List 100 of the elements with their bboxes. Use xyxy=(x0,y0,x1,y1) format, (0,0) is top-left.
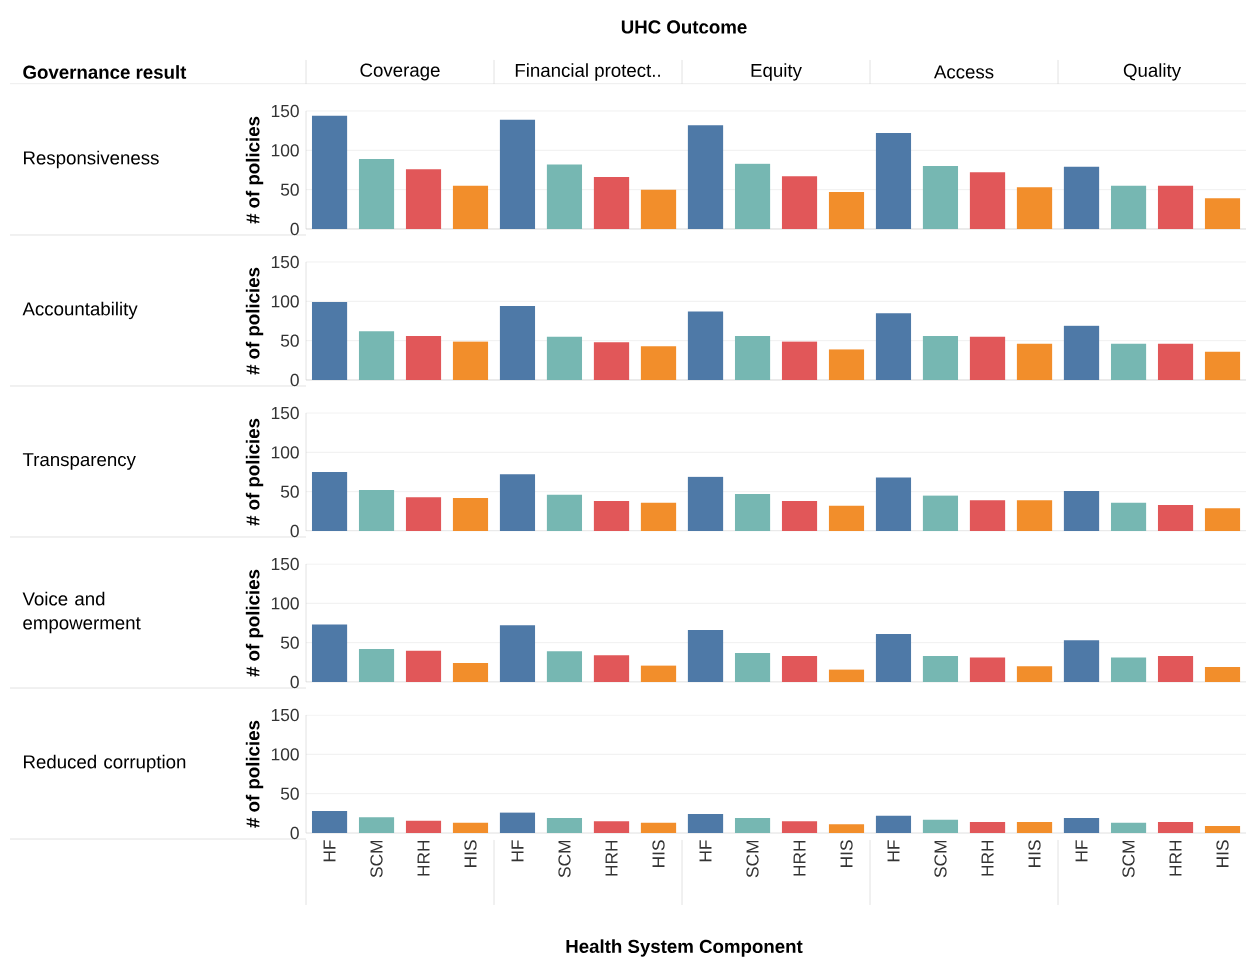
bar xyxy=(1204,351,1241,380)
bar xyxy=(781,656,818,682)
y-tick-label: 100 xyxy=(271,446,299,459)
bar xyxy=(405,335,442,380)
bar xyxy=(593,501,630,531)
bar xyxy=(405,497,442,531)
text: Accountability xyxy=(22,301,138,320)
x-tick-label: HIS xyxy=(840,840,853,867)
bar xyxy=(311,810,348,833)
bar xyxy=(781,341,818,380)
bar xyxy=(828,669,865,682)
bar xyxy=(1157,505,1194,531)
bar xyxy=(358,490,395,531)
bar xyxy=(311,624,348,682)
bar xyxy=(1157,343,1194,380)
y-axis-title: # of policies xyxy=(245,569,264,677)
y-tick-label: 150 xyxy=(271,255,299,269)
bar xyxy=(1110,502,1147,531)
bar xyxy=(311,302,348,380)
bar xyxy=(1016,343,1053,380)
x-tick-label: HRH xyxy=(1169,840,1182,876)
bar xyxy=(1204,667,1241,682)
text: Financial protect.. xyxy=(515,63,660,81)
x-tick-label: HRH xyxy=(417,840,430,876)
x-tick-label: HRH xyxy=(605,840,618,876)
bar xyxy=(593,177,630,229)
bar xyxy=(781,821,818,833)
bar xyxy=(969,821,1006,833)
x-tick-label: HIS xyxy=(1028,840,1041,867)
bar xyxy=(1204,508,1241,531)
bar xyxy=(546,651,583,682)
text: Health System Component xyxy=(566,939,803,957)
bar xyxy=(546,336,583,380)
x-tick-label: HRH xyxy=(793,840,806,876)
bar xyxy=(734,335,771,380)
bar xyxy=(734,818,771,833)
bar xyxy=(405,650,442,682)
bar xyxy=(969,657,1006,682)
bar xyxy=(593,655,630,682)
y-tick-label: 0 xyxy=(290,675,299,689)
text: Quality xyxy=(1123,63,1182,81)
bar xyxy=(969,336,1006,380)
bar xyxy=(358,158,395,229)
bar xyxy=(828,349,865,380)
bar xyxy=(499,474,536,531)
x-tick-label: SCM xyxy=(934,840,947,878)
bar xyxy=(640,822,677,833)
bar xyxy=(875,133,912,229)
y-axis-title: # of policies xyxy=(245,116,264,224)
bar xyxy=(1016,666,1053,682)
x-tick-label: HIS xyxy=(1216,840,1229,867)
bar xyxy=(1063,818,1100,833)
bar xyxy=(358,817,395,833)
bar xyxy=(640,502,677,531)
y-tick-label: 100 xyxy=(271,144,299,157)
bar xyxy=(593,342,630,380)
bar xyxy=(875,313,912,380)
bar xyxy=(922,335,959,380)
bar xyxy=(1016,821,1053,833)
y-tick-label: 150 xyxy=(271,708,299,722)
bar xyxy=(499,306,536,380)
x-tick-label: HRH xyxy=(981,840,994,876)
y-axis-title: # of policies xyxy=(245,720,264,828)
bar xyxy=(875,634,912,682)
bar xyxy=(640,665,677,682)
y-axis-title: # of policies xyxy=(245,267,264,375)
y-tick-label: 100 xyxy=(271,597,299,610)
bar xyxy=(499,119,536,229)
bar xyxy=(828,505,865,531)
y-tick-label: 150 xyxy=(271,557,299,571)
bar xyxy=(452,663,489,682)
bar xyxy=(969,172,1006,229)
text: Equity xyxy=(751,63,802,81)
y-tick-label: 50 xyxy=(280,787,299,800)
bar xyxy=(452,185,489,229)
y-tick-label: 50 xyxy=(280,636,299,649)
bar xyxy=(1110,822,1147,833)
bar xyxy=(452,822,489,833)
y-tick-label: 0 xyxy=(290,524,299,538)
x-tick-label: SCM xyxy=(746,840,759,878)
bar xyxy=(1063,325,1100,380)
y-tick-label: 50 xyxy=(280,485,299,498)
bar xyxy=(593,821,630,833)
bar xyxy=(687,125,724,229)
x-tick-label: HF xyxy=(699,840,712,862)
bar xyxy=(687,814,724,833)
bar xyxy=(1110,185,1147,229)
bar xyxy=(687,311,724,380)
bar xyxy=(499,625,536,682)
bar xyxy=(640,346,677,380)
bar xyxy=(640,189,677,229)
y-tick-label: 150 xyxy=(271,104,299,118)
bar xyxy=(452,497,489,531)
bar xyxy=(875,815,912,833)
x-tick-label: SCM xyxy=(558,840,571,878)
y-tick-label: 50 xyxy=(280,183,299,196)
bar xyxy=(499,812,536,833)
bar xyxy=(922,495,959,531)
x-tick-label: HF xyxy=(511,840,524,862)
bar xyxy=(358,648,395,682)
